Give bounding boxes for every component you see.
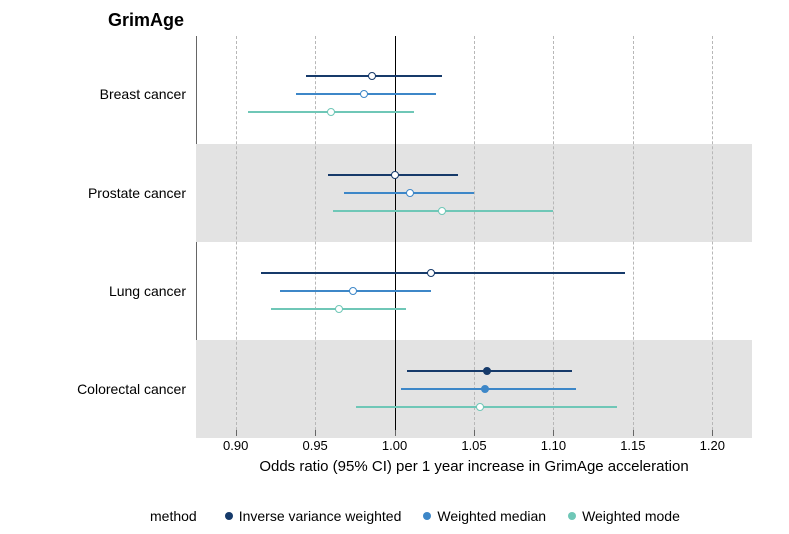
x-tick-label: 1.05 (461, 430, 486, 453)
forest-plot-area: 0.900.951.001.051.101.151.20Breast cance… (196, 36, 752, 430)
grid-line (712, 36, 713, 430)
legend-label: Weighted median (437, 508, 546, 524)
point-estimate (368, 72, 376, 80)
point-estimate (406, 189, 414, 197)
legend-label: Weighted mode (582, 508, 680, 524)
x-tick-label: 0.95 (302, 430, 327, 453)
category-label: Breast cancer (100, 86, 196, 102)
point-estimate (481, 385, 489, 393)
point-estimate (349, 287, 357, 295)
legend-title: method (150, 508, 197, 524)
point-estimate (335, 305, 343, 313)
category-label: Colorectal cancer (77, 381, 196, 397)
x-tick-label: 0.90 (223, 430, 248, 453)
x-axis-title: Odds ratio (95% CI) per 1 year increase … (259, 458, 688, 475)
x-tick-label: 1.15 (620, 430, 645, 453)
legend-item: Weighted mode (568, 508, 680, 524)
point-estimate (391, 171, 399, 179)
point-estimate (427, 269, 435, 277)
x-tick-label: 1.20 (700, 430, 725, 453)
category-label: Prostate cancer (88, 185, 196, 201)
legend-item: Inverse variance weighted (225, 508, 402, 524)
category-label: Lung cancer (109, 283, 196, 299)
point-estimate (360, 90, 368, 98)
grid-line (236, 36, 237, 430)
point-estimate (438, 207, 446, 215)
chart-title: GrimAge (108, 10, 184, 31)
legend-dot-icon (568, 512, 576, 520)
legend-item: Weighted median (423, 508, 546, 524)
x-tick-label: 1.00 (382, 430, 407, 453)
ci-line (356, 406, 617, 408)
legend: method Inverse variance weighted Weighted… (150, 508, 680, 524)
reference-line (395, 36, 396, 430)
grid-line (633, 36, 634, 430)
point-estimate (483, 367, 491, 375)
ci-line (261, 272, 625, 274)
legend-label: Inverse variance weighted (239, 508, 402, 524)
grid-line (315, 36, 316, 430)
point-estimate (327, 108, 335, 116)
legend-dot-icon (225, 512, 233, 520)
legend-dot-icon (423, 512, 431, 520)
x-tick-label: 1.10 (541, 430, 566, 453)
point-estimate (476, 403, 484, 411)
